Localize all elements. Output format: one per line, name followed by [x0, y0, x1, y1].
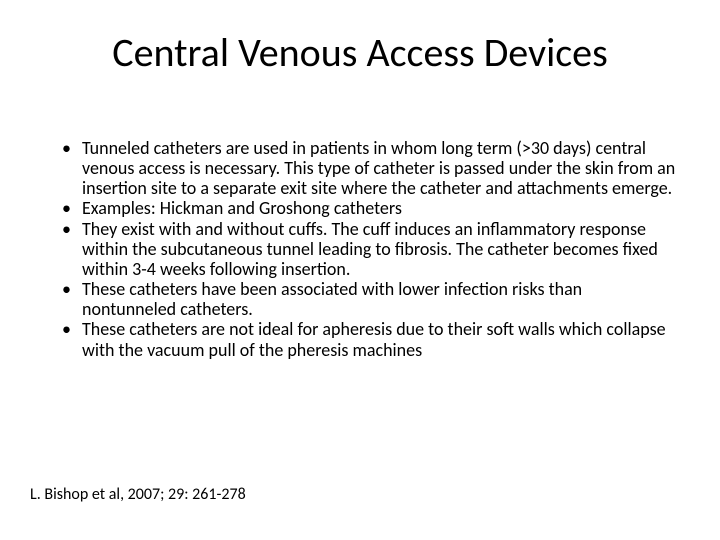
list-item: Tunneled catheters are used in patients … — [56, 138, 676, 198]
list-item: These catheters have been associated wit… — [56, 279, 676, 319]
slide-title: Central Venous Access Devices — [0, 28, 720, 77]
citation: L. Bishop et al, 2007; 29: 261-278 — [30, 485, 246, 504]
slide-body: Tunneled catheters are used in patients … — [56, 138, 676, 360]
list-item: They exist with and without cuffs. The c… — [56, 219, 676, 279]
slide: Central Venous Access Devices Tunneled c… — [0, 0, 720, 540]
list-item: Examples: Hickman and Groshong catheters — [56, 198, 676, 218]
bullet-list: Tunneled catheters are used in patients … — [56, 138, 676, 360]
list-item: These catheters are not ideal for aphere… — [56, 319, 676, 359]
